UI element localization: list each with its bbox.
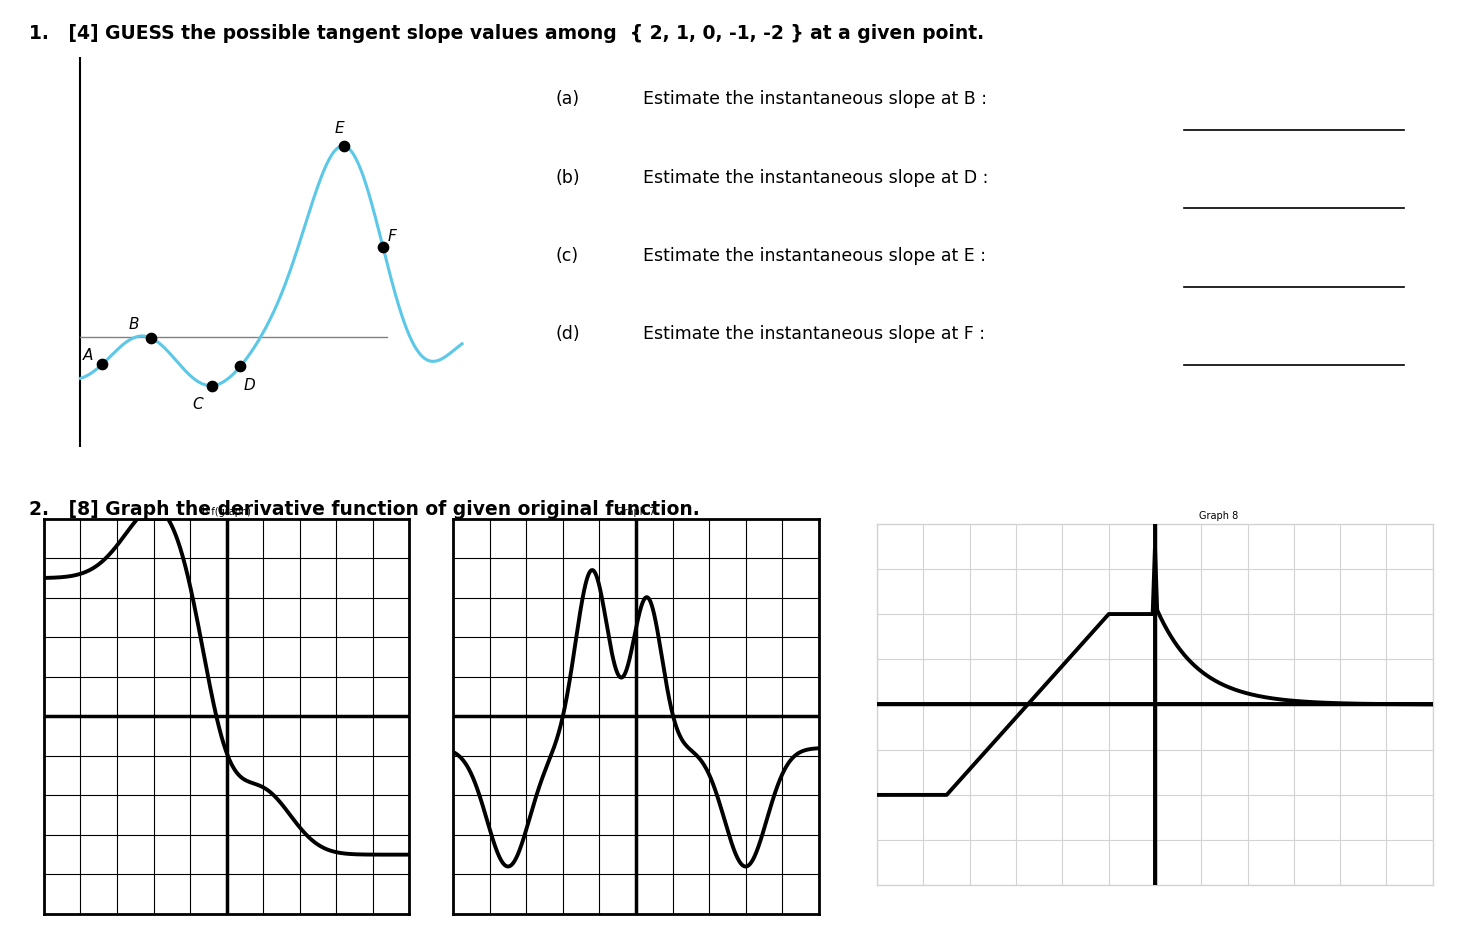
Text: 2.   [8] Graph the derivative function of given original function.: 2. [8] Graph the derivative function of … xyxy=(29,500,700,519)
Text: Estimate the instantaneous slope at B :: Estimate the instantaneous slope at B : xyxy=(643,90,987,109)
Title: b f(graph): b f(graph) xyxy=(202,506,251,517)
Text: C: C xyxy=(192,397,203,412)
Text: D: D xyxy=(244,378,256,393)
Text: (a): (a) xyxy=(556,90,580,109)
Text: Estimate the instantaneous slope at E :: Estimate the instantaneous slope at E : xyxy=(643,247,987,265)
Text: Estimate the instantaneous slope at F :: Estimate the instantaneous slope at F : xyxy=(643,325,985,343)
Text: (c): (c) xyxy=(556,247,579,265)
Text: (b): (b) xyxy=(556,169,580,187)
Point xyxy=(228,359,251,374)
Text: B: B xyxy=(129,317,139,332)
Text: F: F xyxy=(387,229,396,245)
Point xyxy=(200,378,224,393)
Text: A: A xyxy=(83,348,94,364)
Text: Estimate the instantaneous slope at D :: Estimate the instantaneous slope at D : xyxy=(643,169,988,187)
Point xyxy=(371,240,395,255)
Text: E: E xyxy=(335,121,345,136)
Point xyxy=(91,356,114,371)
Point xyxy=(332,138,355,153)
Title: Graph 7: Graph 7 xyxy=(617,506,655,517)
Text: Graph 8: Graph 8 xyxy=(1199,511,1238,522)
Point xyxy=(139,330,162,346)
Text: 1.   [4] GUESS the possible tangent slope values among  { 2, 1, 0, -1, -2 } at a: 1. [4] GUESS the possible tangent slope … xyxy=(29,24,984,43)
Text: (d): (d) xyxy=(556,325,580,343)
